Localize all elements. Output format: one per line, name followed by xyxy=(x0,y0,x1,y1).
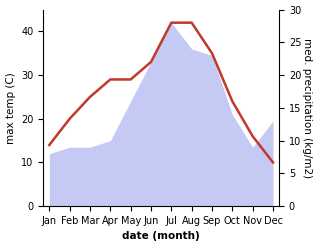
X-axis label: date (month): date (month) xyxy=(122,231,200,242)
Y-axis label: max temp (C): max temp (C) xyxy=(5,72,16,144)
Y-axis label: med. precipitation (kg/m2): med. precipitation (kg/m2) xyxy=(302,38,313,178)
